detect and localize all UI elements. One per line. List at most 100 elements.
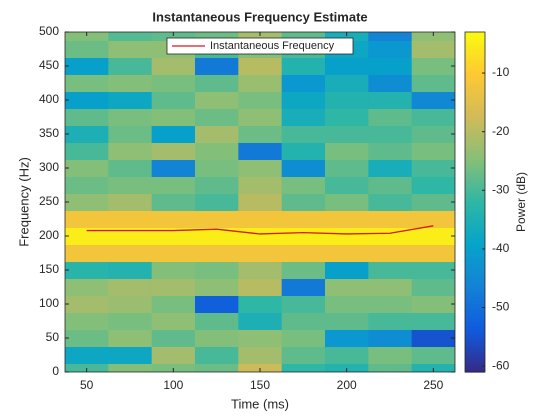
colorbar-segment	[465, 298, 485, 302]
heatmap-cell	[151, 210, 196, 228]
legend-label: Instantaneous Frequency	[210, 40, 335, 52]
heatmap-cell	[238, 329, 283, 347]
colorbar-segment	[465, 125, 485, 129]
x-tick-label: 100	[163, 378, 183, 392]
heatmap-cell	[411, 57, 455, 75]
heatmap-cell	[108, 227, 153, 245]
heatmap-cell	[281, 261, 326, 279]
heatmap-cell	[65, 159, 109, 177]
colorbar-segment	[465, 142, 485, 146]
heatmap-cell	[411, 278, 455, 296]
heatmap-cell	[195, 227, 239, 245]
heatmap-cell	[108, 74, 153, 92]
heatmap-cell	[238, 227, 283, 245]
heatmap-cell	[108, 176, 153, 194]
heatmap-cell	[65, 91, 109, 109]
heatmap-cell	[195, 159, 239, 177]
colorbar-segment	[465, 306, 485, 311]
heatmap-cell	[281, 278, 326, 296]
heatmap-cell	[108, 363, 153, 372]
colorbar-segment	[465, 363, 485, 367]
heatmap-cell	[411, 312, 455, 330]
heatmap-cell	[151, 142, 196, 160]
heatmap-cell	[411, 32, 455, 41]
heatmap-cell	[281, 125, 326, 143]
heatmap-cell	[325, 74, 369, 92]
colorbar-segment	[465, 216, 485, 220]
colorbar-segment	[465, 108, 485, 112]
y-tick-label: 100	[39, 296, 59, 310]
heatmap-cell	[65, 125, 109, 143]
heatmap-cell	[238, 193, 283, 211]
heatmap-cell	[281, 329, 326, 347]
colorbar-segment	[465, 182, 485, 186]
heatmap-cell	[368, 244, 413, 262]
heatmap-cell	[368, 159, 413, 177]
y-tick-label: 250	[39, 194, 59, 208]
colorbar-tick-label: -60	[492, 358, 510, 372]
colorbar-segment	[465, 54, 485, 59]
heatmap-cell	[368, 91, 413, 109]
colorbar-tick-label: -10	[492, 65, 510, 79]
heatmap-cell	[368, 74, 413, 92]
heatmap-cell	[108, 312, 153, 330]
y-tick-label: 150	[39, 262, 59, 276]
y-tick-label: 350	[39, 126, 59, 140]
heatmap-cell	[281, 176, 326, 194]
colorbar-segment	[465, 43, 485, 47]
heatmap-cell	[368, 261, 413, 279]
heatmap-cell	[65, 329, 109, 347]
x-axis-label: Time (ms)	[231, 396, 289, 411]
colorbar-segment	[465, 219, 485, 223]
heatmap-cell	[411, 193, 455, 211]
colorbar-segment	[465, 312, 485, 316]
colorbar-segment	[465, 187, 485, 192]
colorbar-segment	[465, 321, 485, 325]
heatmap-cell	[281, 142, 326, 160]
colorbar-segment	[465, 136, 485, 141]
colorbar-segment	[465, 193, 485, 197]
heatmap-cell	[108, 193, 153, 211]
heatmap-cell	[108, 108, 153, 126]
colorbar-segment	[465, 122, 485, 127]
colorbar-segment	[465, 241, 485, 246]
heatmap-cell	[281, 159, 326, 177]
heatmap-cell	[151, 176, 196, 194]
heatmap-cell	[195, 346, 239, 364]
heatmap-cell	[325, 295, 369, 313]
colorbar-frame	[464, 31, 486, 373]
heatmap-cell	[411, 74, 455, 92]
heatmap-cell	[325, 329, 369, 347]
colorbar-segment	[465, 284, 485, 288]
colorbar-segment	[465, 253, 485, 257]
colorbar-segment	[465, 168, 485, 172]
colorbar-segment	[465, 190, 485, 195]
colorbar-label: Power (dB)	[514, 172, 528, 232]
colorbar-segment	[465, 49, 485, 53]
heatmap-cell	[325, 346, 369, 364]
colorbar-segment	[465, 357, 485, 362]
heatmap-cell	[411, 108, 455, 126]
heatmap-cell	[65, 261, 109, 279]
heatmap-cell	[238, 74, 283, 92]
heatmap-cell	[108, 278, 153, 296]
heatmap-cell	[325, 193, 369, 211]
colorbar-segment	[465, 323, 485, 328]
heatmap-cell	[238, 108, 283, 126]
heatmap-cell	[151, 278, 196, 296]
colorbar-segment	[465, 233, 485, 237]
heatmap-cell	[281, 57, 326, 75]
colorbar-segment	[465, 88, 485, 93]
colorbar-segment	[465, 162, 485, 166]
colorbar-segment	[465, 83, 485, 87]
heatmap-cell	[195, 210, 239, 228]
colorbar-segment	[465, 318, 485, 322]
colorbar-segment	[465, 85, 485, 90]
colorbar-segment	[465, 170, 485, 175]
colorbar-segment	[465, 287, 485, 291]
colorbar-segment	[465, 295, 485, 299]
colorbar-segment	[465, 221, 485, 226]
heatmap-cell	[411, 261, 455, 279]
heatmap-cell	[238, 261, 283, 279]
heatmap-cell	[65, 363, 109, 372]
